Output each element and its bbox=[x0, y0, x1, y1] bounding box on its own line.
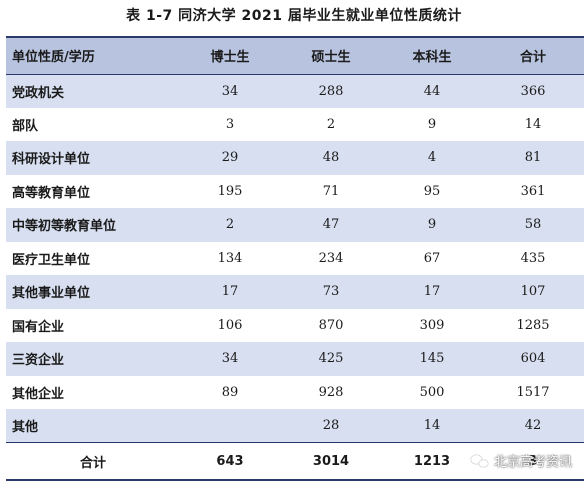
row-label: 其他事业单位 bbox=[6, 275, 180, 309]
column-header: 本科生 bbox=[382, 36, 482, 75]
table-cell: 366 bbox=[482, 74, 584, 108]
table-cell: 2 bbox=[326, 116, 336, 132]
table-cell: 288 bbox=[280, 74, 382, 108]
table-row: 党政机关 34 288 44 366 bbox=[6, 74, 584, 108]
table-cell: 28 bbox=[280, 409, 382, 443]
table-cell: 29 bbox=[180, 141, 280, 175]
table-row: 医疗卫生单位 134 234 67 435 bbox=[6, 242, 584, 276]
table-cell: 3 bbox=[225, 116, 235, 132]
table-row: 科研设计单位 29 48 4 81 bbox=[6, 141, 584, 175]
watermark-text: 北京高考资讯 bbox=[493, 455, 572, 470]
header-row: 单位性质/学历 博士生 硕士生 本科生 合计 bbox=[6, 36, 584, 75]
table-cell: 309 bbox=[419, 317, 445, 333]
table-cell: 106 bbox=[217, 317, 243, 333]
table-cell: 9 bbox=[382, 208, 482, 242]
table-cell: 67 bbox=[423, 250, 441, 266]
table-cell bbox=[180, 409, 280, 443]
table-cell: 95 bbox=[423, 183, 441, 199]
table-row: 其他 28 14 42 bbox=[6, 409, 584, 443]
table-cell: 14 bbox=[382, 409, 482, 443]
table-cell: 3 bbox=[482, 442, 584, 481]
row-label: 三资企业 bbox=[6, 342, 180, 376]
table-cell: 48 bbox=[280, 141, 382, 175]
table-cell: 34 bbox=[180, 342, 280, 376]
table-cell: 1517 bbox=[516, 384, 550, 400]
table-cell: 89 bbox=[221, 384, 239, 400]
table-cell: 14 bbox=[524, 116, 542, 132]
table-cell: 361 bbox=[520, 183, 546, 199]
row-label: 医疗卫生单位 bbox=[12, 252, 91, 268]
row-label: 科研设计单位 bbox=[6, 141, 180, 175]
row-label: 高等教育单位 bbox=[12, 185, 91, 201]
table-row: 三资企业 34 425 145 604 bbox=[6, 342, 584, 376]
table-cell: 435 bbox=[520, 250, 546, 266]
column-header: 硕士生 bbox=[280, 36, 382, 75]
row-label: 国有企业 bbox=[12, 319, 65, 335]
row-label: 党政机关 bbox=[6, 74, 180, 108]
row-label: 部队 bbox=[12, 118, 39, 134]
table-cell: 42 bbox=[482, 409, 584, 443]
table-cell: 3014 bbox=[280, 442, 382, 481]
table-cell: 81 bbox=[482, 141, 584, 175]
table-cell: 107 bbox=[482, 275, 584, 309]
column-header: 合计 bbox=[482, 36, 584, 75]
table-cell: 2 bbox=[180, 208, 280, 242]
row-label: 其他企业 bbox=[12, 386, 65, 402]
table-cell: 425 bbox=[280, 342, 382, 376]
table-cell: 9 bbox=[427, 116, 437, 132]
total-row: 合计 643 3014 1213 3 bbox=[6, 442, 584, 481]
table-cell: 4 bbox=[382, 141, 482, 175]
table-cell: 134 bbox=[217, 250, 243, 266]
table-cell: 500 bbox=[419, 384, 445, 400]
table-cell: 643 bbox=[180, 442, 280, 481]
table-row: 其他事业单位 17 73 17 107 bbox=[6, 275, 584, 309]
table-row: 其他企业 89 928 500 1517 bbox=[6, 376, 584, 410]
table-cell: 145 bbox=[382, 342, 482, 376]
wechat-icon bbox=[470, 454, 489, 468]
table-cell: 234 bbox=[318, 250, 344, 266]
table-cell: 195 bbox=[217, 183, 243, 199]
column-header: 单位性质/学历 bbox=[6, 36, 180, 75]
table-row: 国有企业 106 870 309 1285 bbox=[6, 309, 584, 343]
table-cell: 34 bbox=[180, 74, 280, 108]
table-cell: 73 bbox=[280, 275, 382, 309]
row-label: 合计 bbox=[6, 442, 180, 481]
row-label: 其他 bbox=[6, 409, 180, 443]
table-row: 高等教育单位 195 71 95 361 bbox=[6, 175, 584, 209]
table-title: 表 1-7 同济大学 2021 届毕业生就业单位性质统计 bbox=[126, 8, 462, 24]
table-cell: 17 bbox=[382, 275, 482, 309]
table-row: 部队 3 2 9 14 bbox=[6, 108, 584, 142]
table-cell: 870 bbox=[318, 317, 344, 333]
employment-table: 单位性质/学历 博士生 硕士生 本科生 合计 党政机关 34 288 44 366 部队 3… bbox=[6, 36, 584, 481]
table-cell: 1285 bbox=[516, 317, 550, 333]
table-cell: 1213 bbox=[382, 442, 482, 481]
table-cell: 71 bbox=[322, 183, 340, 199]
table-row: 中等初等教育单位 2 47 9 58 bbox=[6, 208, 584, 242]
table-cell: 47 bbox=[280, 208, 382, 242]
table-cell: 928 bbox=[318, 384, 344, 400]
table-cell: 17 bbox=[180, 275, 280, 309]
table-cell: 58 bbox=[482, 208, 584, 242]
row-label: 中等初等教育单位 bbox=[6, 208, 180, 242]
table-cell: 44 bbox=[382, 74, 482, 108]
column-header: 博士生 bbox=[180, 36, 280, 75]
table-cell: 604 bbox=[482, 342, 584, 376]
watermark: 北京高考资讯 bbox=[470, 451, 572, 470]
